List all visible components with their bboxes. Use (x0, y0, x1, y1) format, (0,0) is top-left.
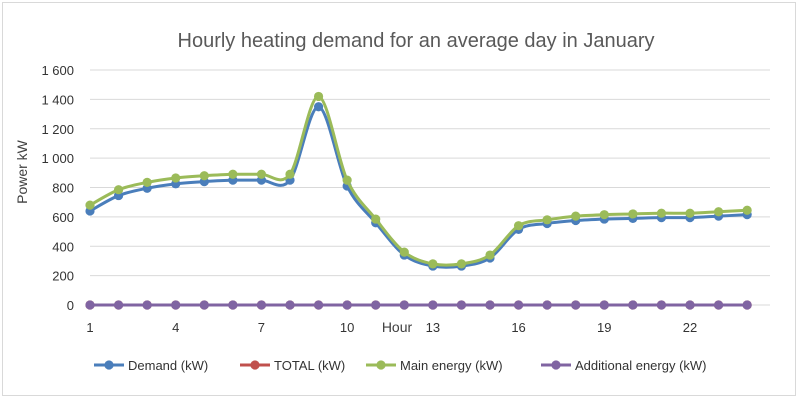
data-point (85, 200, 95, 210)
x-tick-label: 1 (86, 320, 93, 335)
data-point (285, 169, 295, 179)
y-tick-labels: 0 200 400 600 800 1 000 1 200 1 400 1 600 (41, 63, 74, 313)
data-point (571, 300, 581, 310)
series-3 (85, 91, 752, 269)
y-tick-label: 400 (52, 239, 74, 254)
data-point (256, 300, 267, 310)
data-point (399, 247, 409, 257)
legend-label: Additional energy (kW) (575, 358, 707, 373)
data-point (599, 210, 609, 220)
data-point (342, 300, 352, 310)
y-tick-label: 1 200 (41, 122, 74, 137)
x-tick-labels: 1 4 7 10 13 16 19 22 (86, 320, 697, 335)
y-tick-label: 600 (52, 210, 74, 225)
x-tick-label: 13 (426, 320, 440, 335)
data-point (313, 102, 324, 112)
data-point (142, 177, 152, 187)
data-point (542, 300, 552, 310)
data-point (628, 209, 638, 219)
data-point (313, 91, 324, 102)
data-point (742, 205, 752, 215)
data-point (113, 185, 124, 195)
gridlines (90, 69, 770, 306)
y-tick-label: 200 (52, 269, 74, 284)
data-point (256, 169, 267, 179)
data-point (713, 300, 724, 310)
data-point (142, 300, 152, 310)
data-point (199, 171, 209, 181)
data-point (542, 215, 552, 225)
series-4 (85, 300, 752, 310)
legend-swatch-marker (551, 360, 561, 370)
legend-item: Demand (kW) (94, 358, 208, 373)
data-point (485, 300, 495, 310)
data-point (285, 300, 295, 310)
data-point (656, 208, 667, 218)
data-point (85, 300, 95, 310)
chart-title: Hourly heating demand for an average day… (178, 30, 655, 52)
legend-label: Demand (kW) (128, 358, 208, 373)
y-axis-title: Power kW (14, 139, 30, 204)
data-point (485, 250, 495, 260)
x-tick-label: 16 (511, 320, 525, 335)
chart-frame (2, 2, 796, 396)
series-line (89, 105, 748, 269)
y-tick-label: 1 000 (41, 151, 74, 166)
y-tick-label: 800 (52, 181, 74, 196)
legend-swatch-marker (376, 360, 386, 370)
legend-item: Additional energy (kW) (541, 358, 707, 373)
data-point (628, 300, 638, 310)
data-point (513, 300, 524, 310)
data-point (228, 169, 238, 179)
legend-swatch-marker (250, 360, 260, 370)
data-point (428, 259, 438, 269)
data-point (685, 208, 695, 218)
y-tick-label: 0 (67, 298, 74, 313)
legend-label: Main energy (kW) (400, 358, 503, 373)
x-axis-title: Hour (382, 319, 413, 335)
data-point (113, 300, 124, 310)
x-tick-label: 4 (172, 320, 179, 335)
data-point (742, 300, 752, 310)
x-tick-label: 10 (340, 320, 354, 335)
data-point (399, 300, 409, 310)
x-tick-label: 22 (683, 320, 697, 335)
legend: Demand (kW) TOTAL (kW) Main energy (kW) Add… (94, 358, 707, 373)
data-point (456, 300, 467, 310)
data-point (342, 175, 352, 185)
data-point (371, 300, 381, 310)
legend-swatch-marker (104, 360, 114, 370)
data-point (456, 259, 467, 269)
x-tick-label: 19 (597, 320, 611, 335)
legend-item: Main energy (kW) (366, 358, 503, 373)
data-point (571, 211, 581, 221)
y-tick-label: 1 600 (41, 63, 74, 78)
data-point (171, 300, 181, 310)
data-point (513, 221, 524, 231)
data-point (428, 300, 438, 310)
data-point (228, 300, 238, 310)
legend-item: TOTAL (kW) (240, 358, 345, 373)
data-point (656, 300, 667, 310)
data-point (685, 300, 695, 310)
data-point (713, 207, 724, 217)
data-point (199, 300, 209, 310)
data-point (371, 214, 381, 224)
series-line (89, 94, 748, 267)
data-point (313, 300, 324, 310)
series-1 (85, 102, 752, 271)
data-point (599, 300, 609, 310)
x-tick-label: 7 (258, 320, 265, 335)
data-point (171, 173, 181, 183)
legend-label: TOTAL (kW) (274, 358, 345, 373)
series-layer (85, 91, 752, 310)
y-tick-label: 1 400 (41, 92, 74, 107)
